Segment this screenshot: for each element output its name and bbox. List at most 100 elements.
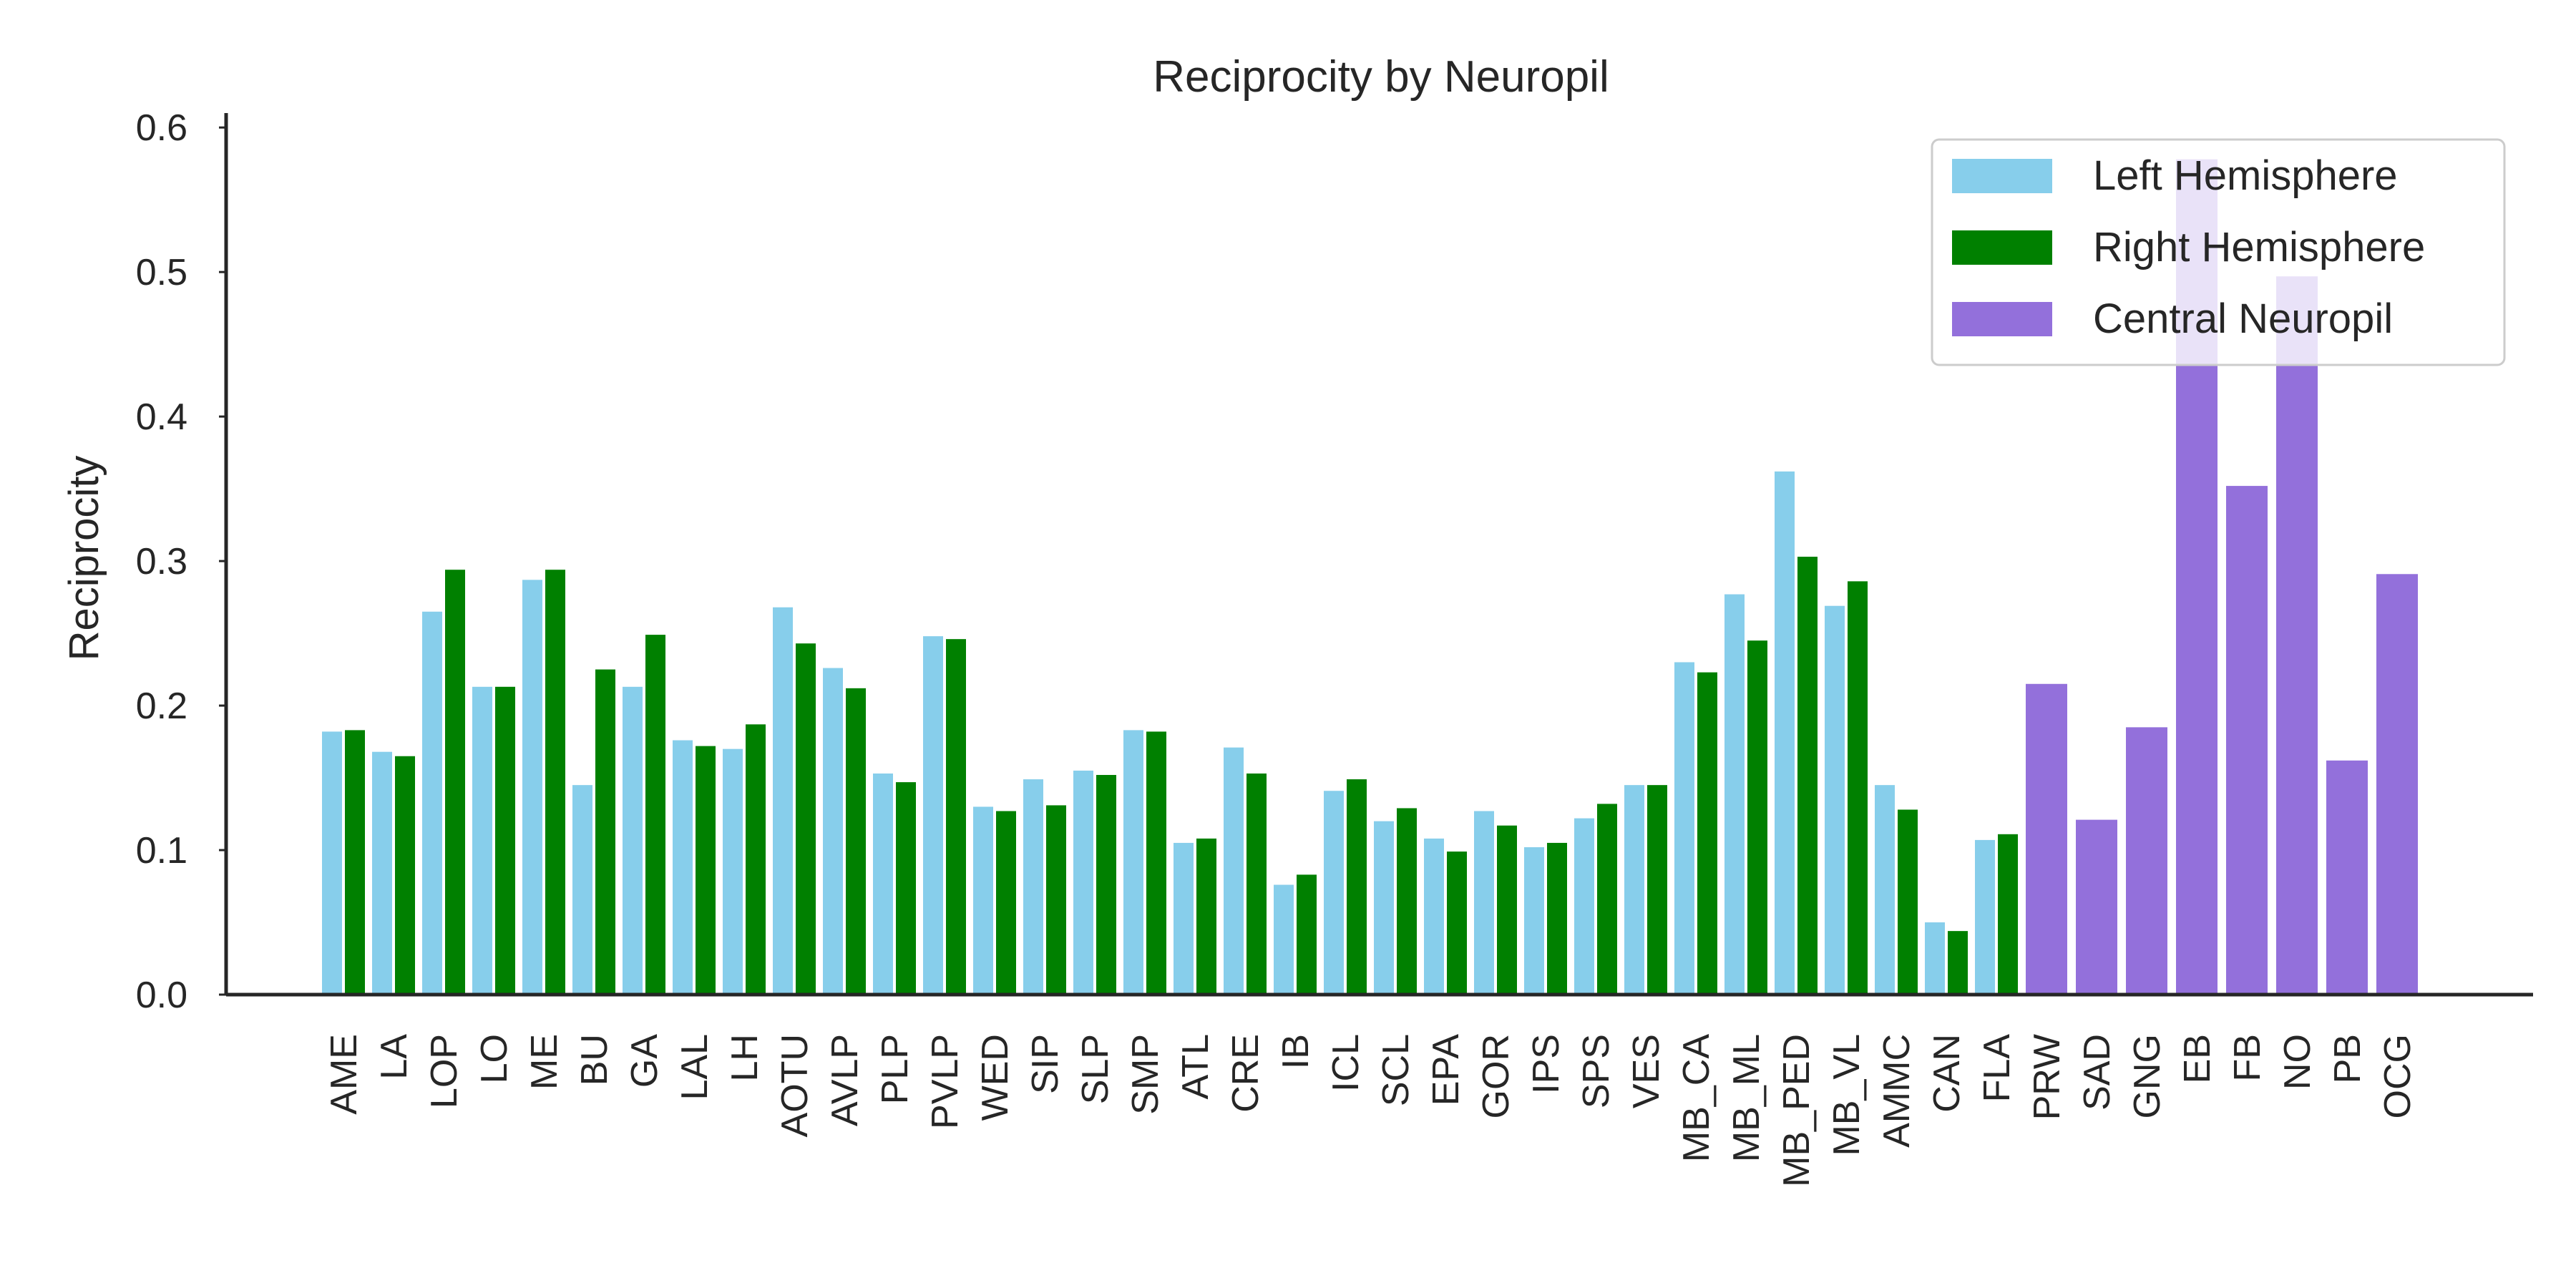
bar-right-gor	[1497, 825, 1517, 995]
x-tick-label-scl: SCL	[1375, 1034, 1417, 1106]
legend-swatch-left	[1952, 159, 2052, 193]
x-tick-label-mb_vl: MB_VL	[1826, 1034, 1868, 1156]
x-tick-label-lo: LO	[474, 1034, 515, 1083]
x-tick-label-ib: IB	[1275, 1034, 1317, 1069]
bar-left-sip	[1023, 779, 1043, 995]
y-tick-label: 0.5	[136, 252, 187, 293]
bar-left-cre	[1224, 747, 1244, 995]
bar-central-ocg	[2376, 574, 2418, 995]
bar-right-lop	[445, 570, 465, 995]
bar-left-ves	[1624, 785, 1644, 995]
chart-title: Reciprocity by Neuropil	[1153, 52, 1609, 102]
bar-right-mb_ped	[1797, 557, 1818, 995]
x-tick-label-prw: PRW	[2026, 1034, 2068, 1120]
x-tick-label-ame: AME	[323, 1034, 365, 1115]
legend-frame	[1931, 138, 2506, 366]
bar-right-lh	[746, 724, 766, 995]
legend-label-central: Central Neuropil	[2093, 296, 2393, 342]
x-tick-label-ocg: OCG	[2377, 1034, 2419, 1118]
x-ticks-group: AME LA LOP LO ME BU GA LAL LH AOTU AVLP PLP PVLP WED S…	[323, 1034, 2419, 1187]
legend-swatch-right	[1952, 230, 2052, 265]
y-tick-label: 0.4	[136, 396, 187, 438]
bar-central-pb	[2326, 760, 2368, 995]
bar-right-mb_ml	[1747, 640, 1767, 995]
bar-central-prw	[2026, 683, 2067, 995]
x-tick-label-eb: EB	[2177, 1034, 2218, 1083]
bar-central-sad	[2076, 819, 2117, 995]
bar-left-ib	[1274, 884, 1294, 995]
bar-right-atl	[1196, 838, 1216, 995]
x-tick-label-smp: SMP	[1125, 1034, 1166, 1115]
x-tick-label-atl: ATL	[1175, 1034, 1216, 1100]
bar-central-gng	[2126, 727, 2167, 995]
x-tick-label-epa: EPA	[1425, 1034, 1467, 1106]
bar-left-bu	[572, 785, 592, 995]
bar-left-ame	[322, 731, 342, 995]
bar-left-mb_ped	[1775, 471, 1795, 995]
y-tick-label: 0.2	[136, 686, 187, 727]
bar-right-bu	[595, 669, 615, 995]
x-tick-label-wed: WED	[975, 1034, 1016, 1121]
bar-left-plp	[873, 773, 893, 995]
bar-left-atl	[1174, 842, 1194, 995]
x-tick-label-plp: PLP	[874, 1034, 916, 1104]
bar-right-lo	[495, 686, 515, 995]
bar-left-lal	[673, 740, 693, 995]
bar-left-lo	[472, 686, 492, 995]
x-tick-label-pb: PB	[2327, 1034, 2368, 1083]
bar-right-sip	[1046, 805, 1066, 995]
bar-right-mb_vl	[1848, 581, 1868, 995]
y-tick-label: 0.6	[136, 107, 187, 149]
x-tick-label-icl: ICL	[1325, 1034, 1367, 1092]
bar-right-slp	[1096, 775, 1116, 995]
bar-left-ammc	[1875, 785, 1895, 995]
bar-right-pvlp	[946, 639, 966, 995]
bar-right-aotu	[796, 643, 816, 995]
x-tick-label-la: LA	[374, 1034, 415, 1080]
x-tick-label-gng: GNG	[2127, 1034, 2168, 1118]
x-tick-label-lop: LOP	[424, 1034, 465, 1108]
bar-right-ib	[1297, 874, 1317, 995]
bar-right-avlp	[846, 688, 866, 995]
bar-right-sps	[1597, 804, 1617, 995]
bar-right-mb_ca	[1697, 672, 1717, 995]
bar-right-fla	[1998, 834, 2018, 995]
bar-right-la	[395, 756, 415, 995]
bar-left-icl	[1324, 791, 1344, 995]
bar-right-ame	[345, 730, 365, 995]
bar-right-icl	[1347, 779, 1367, 995]
bar-right-scl	[1397, 808, 1417, 995]
bar-left-smp	[1123, 730, 1143, 995]
x-tick-label-can: CAN	[1926, 1034, 1968, 1113]
y-ticks-group: 0.0 0.1 0.2 0.3 0.4 0.5 0.6	[136, 107, 226, 1016]
y-tick-label: 0.3	[136, 541, 187, 582]
x-tick-label-no: NO	[2277, 1034, 2318, 1090]
bar-right-ips	[1547, 842, 1567, 995]
x-tick-label-me: ME	[524, 1034, 565, 1090]
bars-group	[322, 159, 2418, 995]
x-tick-label-lal: LAL	[674, 1034, 716, 1101]
bar-left-epa	[1424, 838, 1444, 995]
x-tick-label-aotu: AOTU	[774, 1034, 816, 1137]
bar-left-mb_vl	[1825, 605, 1845, 995]
x-tick-label-sps: SPS	[1576, 1034, 1617, 1108]
bar-left-ips	[1524, 847, 1544, 995]
bar-right-me	[545, 570, 565, 995]
bar-left-mb_ca	[1674, 662, 1694, 995]
bar-right-lal	[696, 746, 716, 995]
bar-left-ga	[623, 686, 643, 995]
bar-left-gor	[1474, 811, 1494, 995]
bar-right-plp	[896, 782, 916, 995]
bar-right-epa	[1447, 852, 1467, 995]
x-tick-label-sip: SIP	[1025, 1034, 1066, 1094]
bar-left-la	[372, 751, 392, 995]
x-tick-label-lh: LH	[724, 1034, 766, 1081]
bar-left-lh	[723, 748, 743, 995]
y-tick-label: 0.1	[136, 830, 187, 872]
bar-right-smp	[1146, 731, 1166, 995]
x-tick-label-mb_ca: MB_CA	[1676, 1034, 1717, 1162]
legend-label-right: Right Hemisphere	[2093, 224, 2425, 270]
x-tick-label-ips: IPS	[1526, 1034, 1567, 1094]
x-tick-label-slp: SLP	[1075, 1034, 1116, 1104]
bar-left-aotu	[773, 607, 793, 995]
